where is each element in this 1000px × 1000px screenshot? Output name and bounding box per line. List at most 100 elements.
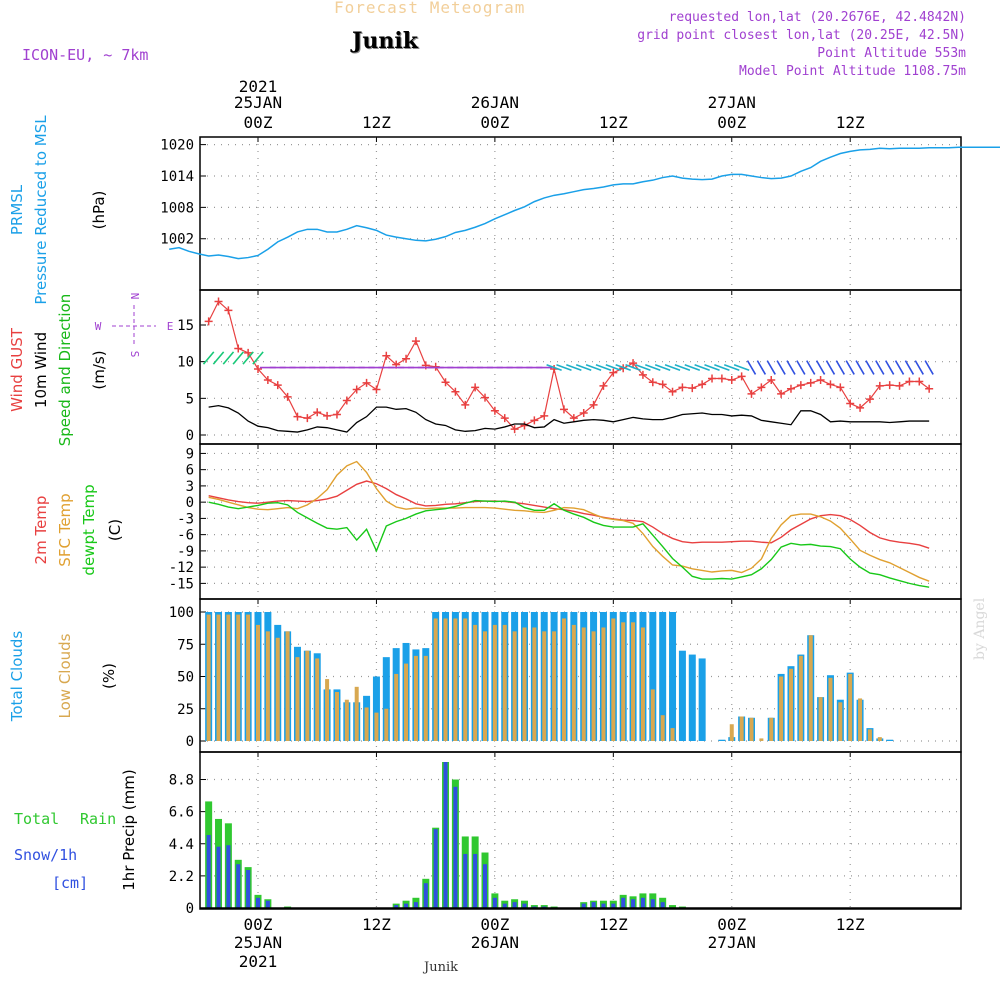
gust-marker bbox=[599, 381, 608, 390]
gust-marker bbox=[658, 380, 667, 389]
low-cloud-bar bbox=[858, 698, 863, 741]
gust-marker bbox=[846, 399, 855, 408]
gust-marker bbox=[786, 384, 795, 393]
gust-marker bbox=[717, 374, 726, 383]
wind-arrow bbox=[776, 360, 786, 375]
low-cloud-bar bbox=[670, 728, 675, 741]
bottom-hour-label: 00Z bbox=[480, 915, 509, 934]
gust-marker bbox=[678, 383, 687, 392]
chart-title: Forecast Meteogram bbox=[334, 0, 526, 17]
gust-marker bbox=[905, 377, 914, 386]
total-cloud-bar bbox=[688, 654, 696, 741]
gust-marker bbox=[372, 385, 381, 394]
compass-w-label: W bbox=[95, 320, 102, 333]
low-cloud-bar bbox=[631, 622, 636, 741]
gust-marker bbox=[668, 387, 677, 396]
gust-marker bbox=[540, 411, 549, 420]
bottom-date-label: 25JAN bbox=[234, 933, 282, 952]
gust-marker bbox=[698, 380, 707, 389]
wind-arrow bbox=[222, 351, 235, 365]
temp-ytick-label: -9 bbox=[177, 544, 194, 560]
gust-marker bbox=[856, 403, 865, 412]
gust-marker bbox=[747, 389, 756, 398]
temp-label-2m: 2m Temp bbox=[32, 496, 50, 565]
gust-marker bbox=[471, 383, 480, 392]
bottom-date-label: 27JAN bbox=[708, 933, 756, 952]
gust-marker bbox=[530, 416, 539, 425]
bottom-hour-label: 00Z bbox=[244, 915, 273, 934]
clouds-ytick-label: 0 bbox=[186, 734, 194, 750]
low-cloud-bar bbox=[413, 655, 418, 741]
pressure-frame bbox=[199, 136, 962, 291]
low-cloud-bar bbox=[571, 624, 576, 741]
low-cloud-bar bbox=[364, 707, 369, 741]
low-cloud-bar bbox=[838, 702, 843, 741]
top-hour-label: 00Z bbox=[480, 113, 509, 132]
snow-precip-bar bbox=[640, 897, 645, 908]
temp-ytick-label: 3 bbox=[186, 479, 194, 495]
low-cloud-bar bbox=[650, 689, 655, 741]
wind-ytick-label: 0 bbox=[186, 428, 194, 444]
gust-marker bbox=[895, 381, 904, 390]
low-cloud-bar bbox=[542, 631, 547, 741]
wind-arrow bbox=[714, 364, 730, 372]
gust-marker bbox=[500, 414, 509, 423]
snow-precip-bar bbox=[522, 903, 527, 908]
pressure-line bbox=[169, 146, 1000, 260]
snow-precip-bar bbox=[660, 902, 665, 908]
bottom-hour-label: 12Z bbox=[836, 915, 865, 934]
pressure-label-msl: Pressure Reduced to MSL bbox=[32, 115, 50, 305]
wind-unit-label: (m/s) bbox=[90, 350, 108, 389]
wind-arrow bbox=[756, 360, 767, 375]
low-cloud-bar bbox=[532, 627, 537, 741]
gust-marker bbox=[569, 414, 578, 423]
temp-label-dewpt: dewpt Temp bbox=[80, 484, 98, 575]
low-cloud-bar bbox=[660, 715, 665, 741]
wind-arrow bbox=[202, 351, 215, 365]
gust-marker bbox=[332, 410, 341, 419]
compass-s-label: S bbox=[128, 351, 141, 358]
snow-precip-bar bbox=[483, 864, 488, 908]
total-cloud-bar bbox=[372, 676, 380, 741]
total-cloud-bar bbox=[718, 739, 726, 741]
low-cloud-bar bbox=[256, 624, 260, 741]
precip-ytick-label: 8.8 bbox=[169, 773, 194, 789]
low-cloud-bar bbox=[601, 627, 606, 741]
gust-marker bbox=[411, 337, 420, 346]
wind-arrow bbox=[625, 364, 641, 372]
snow-precip-bar bbox=[236, 864, 241, 908]
snow-precip-bar bbox=[206, 835, 211, 908]
precip-ytick-label: 2.2 bbox=[169, 869, 194, 885]
wind-arrow bbox=[684, 364, 701, 372]
model-altitude: Model Point Altitude 1108.75m bbox=[739, 64, 966, 79]
snow-precip-bar bbox=[423, 883, 428, 908]
gust-marker bbox=[727, 376, 736, 384]
gust-marker bbox=[204, 317, 213, 326]
low-cloud-bar bbox=[344, 699, 349, 741]
low-cloud-bar bbox=[285, 631, 290, 741]
gust-marker bbox=[263, 376, 272, 384]
snow-precip-bar bbox=[453, 786, 458, 908]
wind-arrow bbox=[723, 364, 740, 372]
wind-arrow bbox=[664, 364, 681, 372]
low-cloud-bar bbox=[611, 618, 616, 741]
gust-marker bbox=[579, 409, 588, 417]
gust-marker bbox=[451, 387, 460, 396]
footer-station-name: Junik bbox=[424, 960, 458, 975]
gust-marker bbox=[806, 378, 815, 387]
bottom-hour-label: 12Z bbox=[599, 915, 628, 934]
wind-arrow bbox=[806, 360, 816, 375]
wind-arrow bbox=[585, 364, 602, 372]
top-hour-label: 12Z bbox=[599, 113, 628, 132]
low-cloud-bar bbox=[354, 686, 359, 741]
wind-arrow bbox=[556, 364, 572, 372]
pressure-ytick-label: 1014 bbox=[160, 169, 194, 185]
clouds-ytick-label: 25 bbox=[177, 702, 194, 718]
gust-marker bbox=[875, 381, 884, 390]
total-cloud-bar bbox=[382, 657, 390, 741]
wind-label-direction: Speed and Direction bbox=[56, 294, 74, 447]
low-cloud-bar bbox=[828, 677, 833, 741]
gust-marker bbox=[490, 406, 499, 415]
snow-precip-bar bbox=[265, 900, 270, 908]
